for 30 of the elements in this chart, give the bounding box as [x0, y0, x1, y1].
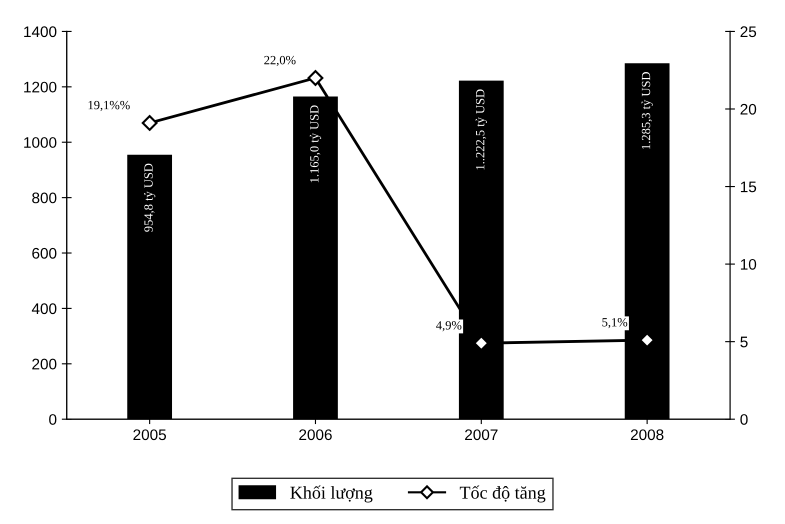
y-tick-label: 1200 [24, 82, 56, 93]
data-label: 1.285,3 tỷ USD [641, 72, 653, 149]
y2-tick-label: 5 [740, 336, 748, 348]
y2-tick-label: 0 [740, 414, 748, 425]
y-tick-label: 600 [32, 248, 56, 259]
x-tick-label: 2007 [465, 429, 498, 440]
data-label: 22,0% [264, 56, 296, 66]
data-label: 1..222,5 tỷ USD [476, 89, 487, 170]
data-label: 954,8 tỷ USD [144, 164, 156, 232]
data-label: 19,1%% [88, 100, 130, 112]
data-label: 5,1% [602, 318, 628, 328]
y-tick-label: 1000 [24, 137, 56, 148]
point [142, 115, 158, 131]
y-tick-label: 1400 [24, 26, 56, 38]
y-tick-label: 0 [49, 414, 56, 425]
y2-tick-label: 20 [740, 104, 756, 115]
data-label: 4,9% [436, 321, 462, 332]
x-tick-label: 2008 [630, 429, 664, 440]
point [308, 70, 324, 86]
y2-tick-label: 10 [740, 258, 756, 270]
y-tick-label: 800 [32, 192, 56, 204]
x-tick-label: 2005 [133, 429, 166, 440]
y2-tick-label: 25 [740, 26, 756, 38]
y-tick-label: 400 [32, 303, 56, 314]
y2-tick-label: 15 [740, 182, 756, 192]
legend-label: Tốc độ tăng [460, 486, 546, 503]
x-tick-label: 2006 [299, 429, 332, 440]
y-tick-label: 200 [32, 358, 56, 370]
legend-label: Khối lượng [290, 486, 372, 503]
data-label: 1.165,0 tỷ USD [310, 105, 322, 182]
